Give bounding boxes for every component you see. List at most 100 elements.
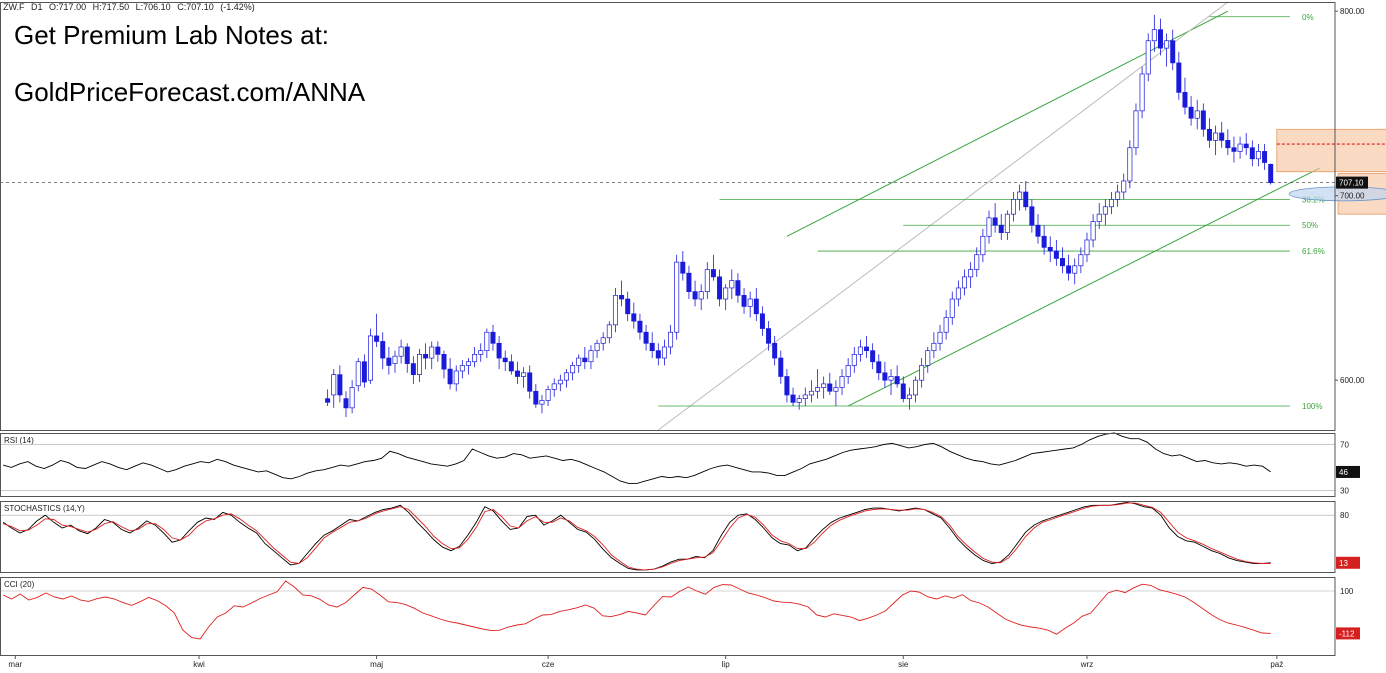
candle-body-up <box>796 398 802 403</box>
candle <box>423 343 429 370</box>
candle-body-up <box>1145 40 1151 75</box>
x-axis: mar kwi maj cze lip sie wrz paź <box>8 655 1283 669</box>
candle-body-up <box>545 389 551 401</box>
candle <box>851 346 857 373</box>
candle <box>925 346 931 373</box>
candle <box>1231 136 1237 163</box>
candle-body-down <box>380 341 386 359</box>
candle-body-down <box>496 342 502 359</box>
candle-body-down <box>490 331 496 344</box>
candle <box>894 365 900 388</box>
candle-body-up <box>453 370 459 385</box>
candle-body-up <box>1255 151 1261 160</box>
cci-pane: CCI (20) 100 -112 <box>0 580 1360 640</box>
candle-body-down <box>643 331 649 344</box>
candle <box>1170 29 1176 71</box>
candle <box>710 254 716 281</box>
candle-body-up <box>429 346 435 359</box>
candle <box>594 339 600 359</box>
candle <box>1268 163 1274 185</box>
candle <box>1157 18 1163 56</box>
candle <box>637 313 643 340</box>
candle <box>717 269 723 307</box>
candle <box>527 365 533 399</box>
candle-body-up <box>913 379 919 396</box>
indicator-value-tag <box>1336 556 1360 569</box>
candle-body-down <box>864 346 870 352</box>
candle-body-down <box>410 363 416 376</box>
candle <box>404 343 410 373</box>
candle <box>704 262 710 300</box>
candle <box>643 324 649 351</box>
timeframe-label: D1 <box>31 2 43 12</box>
cci-pane-frame <box>0 577 1336 656</box>
candle <box>496 335 502 370</box>
candle <box>1084 232 1090 263</box>
x-tick-label: cze <box>542 660 555 669</box>
candle <box>1017 184 1023 211</box>
candle-body-down <box>1206 128 1212 141</box>
candle-body-up <box>919 365 925 381</box>
candle <box>447 358 453 390</box>
candle <box>392 350 398 373</box>
candle-body-down <box>766 328 772 344</box>
candle <box>502 350 508 371</box>
candle <box>1108 192 1114 215</box>
candle-body-up <box>1115 191 1121 200</box>
candle-body-down <box>441 354 447 370</box>
candle-body-down <box>1023 191 1029 208</box>
candle <box>906 387 912 410</box>
candle-body-down <box>1176 62 1182 93</box>
candle-body-up <box>392 355 398 364</box>
candle-body-up <box>1213 132 1219 141</box>
candle <box>1139 66 1145 119</box>
candle <box>668 324 674 355</box>
current-price-tag <box>1336 176 1368 189</box>
candle-body-up <box>833 387 839 392</box>
candle <box>374 313 380 347</box>
indicator-value-label: 46 <box>1339 468 1348 477</box>
main-pane-frame <box>0 2 1336 431</box>
candle <box>576 354 582 373</box>
candle-body-down <box>508 361 514 372</box>
candle-body-up <box>851 354 857 366</box>
indicator-title: RSI (14) <box>4 436 34 445</box>
candle-body-up <box>367 335 373 381</box>
candle-body-down <box>741 294 747 307</box>
long-trend-line <box>658 1 1229 431</box>
candle-body-up <box>1011 199 1016 215</box>
candle-body-up <box>398 346 404 357</box>
candle <box>1047 236 1053 263</box>
candle <box>723 284 729 311</box>
candle-body-down <box>1200 110 1206 130</box>
candle <box>796 394 802 410</box>
candle <box>980 228 986 263</box>
fib-level-label: 0% <box>1302 13 1314 22</box>
open-value: O:717.00 <box>49 2 86 12</box>
svg-text:ZW.F D1 O:717.00: ZW.F D1 O:717.00 H:717.50 L:706.10 C:707… <box>3 2 255 12</box>
promo-line-2[interactable]: GoldPriceForecast.com/ANNA <box>14 77 366 107</box>
candle <box>900 376 906 403</box>
candle-body-up <box>1078 254 1084 267</box>
candle <box>778 350 784 384</box>
candle <box>361 354 367 388</box>
candle-body-up <box>1237 143 1243 152</box>
chart-header: ZW.F D1 O:717.00 H:717.50 L:706.10 C:707… <box>3 2 255 12</box>
candle <box>1078 247 1084 274</box>
candle-body-down <box>1262 151 1268 163</box>
candle-body-up <box>551 383 557 390</box>
candle-body-up <box>349 387 355 409</box>
candle <box>655 343 661 366</box>
candle <box>833 380 839 407</box>
candle <box>367 328 373 384</box>
candle-body-down <box>1249 147 1255 160</box>
candle <box>325 389 331 407</box>
indicator-value-label: -112 <box>1339 629 1355 638</box>
candle-body-down <box>1157 29 1163 49</box>
candle-body-up <box>1084 239 1090 256</box>
candle <box>453 365 459 392</box>
candle-body-down <box>1066 265 1072 274</box>
candle-body-up <box>845 365 851 377</box>
candle <box>612 287 618 333</box>
candle <box>992 203 998 233</box>
